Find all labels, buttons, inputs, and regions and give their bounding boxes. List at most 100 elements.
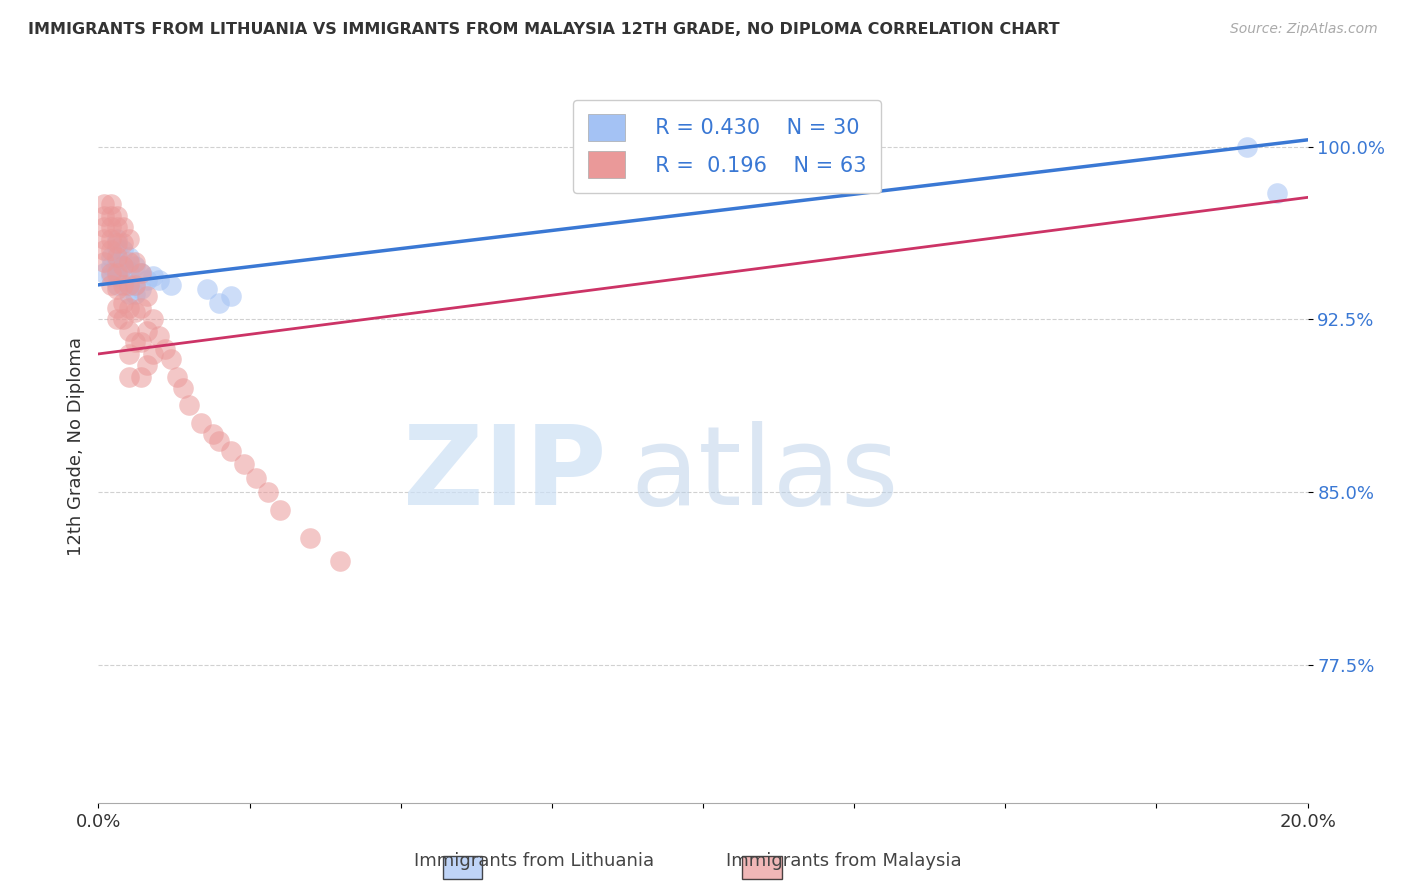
Point	[118, 255, 141, 269]
Point	[100, 197, 122, 211]
Point	[135, 273, 157, 287]
Point	[105, 220, 128, 235]
Text: atlas: atlas	[630, 421, 898, 528]
Point	[93, 244, 115, 258]
Point	[129, 335, 152, 350]
Point	[148, 273, 170, 287]
Point	[118, 370, 141, 384]
Point	[269, 503, 291, 517]
Point	[111, 312, 134, 326]
Point	[118, 301, 141, 315]
Text: Immigrants from Lithuania: Immigrants from Lithuania	[415, 852, 654, 870]
Point	[118, 264, 141, 278]
Text: ZIP: ZIP	[404, 421, 606, 528]
Point	[195, 283, 218, 297]
Point	[111, 277, 134, 292]
Point	[124, 277, 146, 292]
Point	[329, 554, 352, 568]
Point	[1236, 140, 1258, 154]
Text: Source: ZipAtlas.com: Source: ZipAtlas.com	[1230, 22, 1378, 37]
Point	[299, 531, 322, 545]
Point	[129, 370, 152, 384]
Text: IMMIGRANTS FROM LITHUANIA VS IMMIGRANTS FROM MALAYSIA 12TH GRADE, NO DIPLOMA COR: IMMIGRANTS FROM LITHUANIA VS IMMIGRANTS …	[28, 22, 1060, 37]
Point	[100, 250, 122, 264]
Point	[160, 277, 183, 292]
Point	[118, 347, 141, 361]
Point	[190, 416, 212, 430]
Point	[105, 209, 128, 223]
Point	[118, 324, 141, 338]
Point	[111, 220, 134, 235]
Point	[221, 289, 243, 303]
Point	[105, 250, 128, 264]
Point	[105, 312, 128, 326]
Point	[142, 312, 165, 326]
Point	[93, 255, 115, 269]
Point	[111, 260, 134, 274]
Point	[245, 471, 267, 485]
Point	[118, 250, 141, 264]
Point	[105, 266, 128, 280]
Point	[118, 232, 141, 246]
Point	[129, 301, 152, 315]
Point	[256, 485, 278, 500]
Point	[160, 351, 183, 366]
Point	[100, 209, 122, 223]
Point	[100, 220, 122, 235]
Point	[179, 398, 201, 412]
Point	[111, 260, 134, 274]
Point	[166, 370, 188, 384]
Point	[135, 289, 157, 303]
Legend:   R = 0.430    N = 30,   R =  0.196    N = 63: R = 0.430 N = 30, R = 0.196 N = 63	[574, 100, 882, 193]
Point	[105, 301, 128, 315]
Point	[124, 260, 146, 274]
Point	[111, 273, 134, 287]
Point	[93, 209, 115, 223]
Point	[208, 434, 231, 449]
Point	[105, 277, 128, 292]
Point	[100, 260, 122, 274]
Point	[93, 220, 115, 235]
Point	[129, 266, 152, 280]
Y-axis label: 12th Grade, No Diploma: 12th Grade, No Diploma	[66, 336, 84, 556]
Point	[135, 359, 157, 373]
Point	[124, 287, 146, 301]
Point	[135, 324, 157, 338]
Point	[105, 232, 128, 246]
Point	[129, 266, 152, 280]
Point	[118, 287, 141, 301]
Point	[105, 283, 128, 297]
Point	[111, 244, 134, 258]
Point	[202, 427, 225, 442]
Point	[100, 266, 122, 280]
Point	[100, 244, 122, 258]
Point	[124, 305, 146, 319]
Point	[153, 343, 176, 357]
Point	[93, 197, 115, 211]
Text: Immigrants from Malaysia: Immigrants from Malaysia	[725, 852, 962, 870]
Point	[124, 255, 146, 269]
Point	[148, 328, 170, 343]
Point	[93, 266, 115, 280]
Point	[93, 232, 115, 246]
Point	[118, 277, 141, 292]
Point	[105, 236, 128, 251]
Point	[111, 296, 134, 310]
Point	[100, 232, 122, 246]
Point	[100, 277, 122, 292]
Point	[105, 255, 128, 269]
Point	[111, 236, 134, 251]
Point	[1267, 186, 1289, 200]
Point	[232, 458, 254, 472]
Point	[105, 241, 128, 255]
Point	[129, 283, 152, 297]
Point	[221, 443, 243, 458]
Point	[142, 347, 165, 361]
Point	[172, 381, 194, 395]
Point	[105, 268, 128, 283]
Point	[208, 296, 231, 310]
Point	[100, 268, 122, 283]
Point	[118, 277, 141, 292]
Point	[124, 277, 146, 292]
Point	[142, 268, 165, 283]
